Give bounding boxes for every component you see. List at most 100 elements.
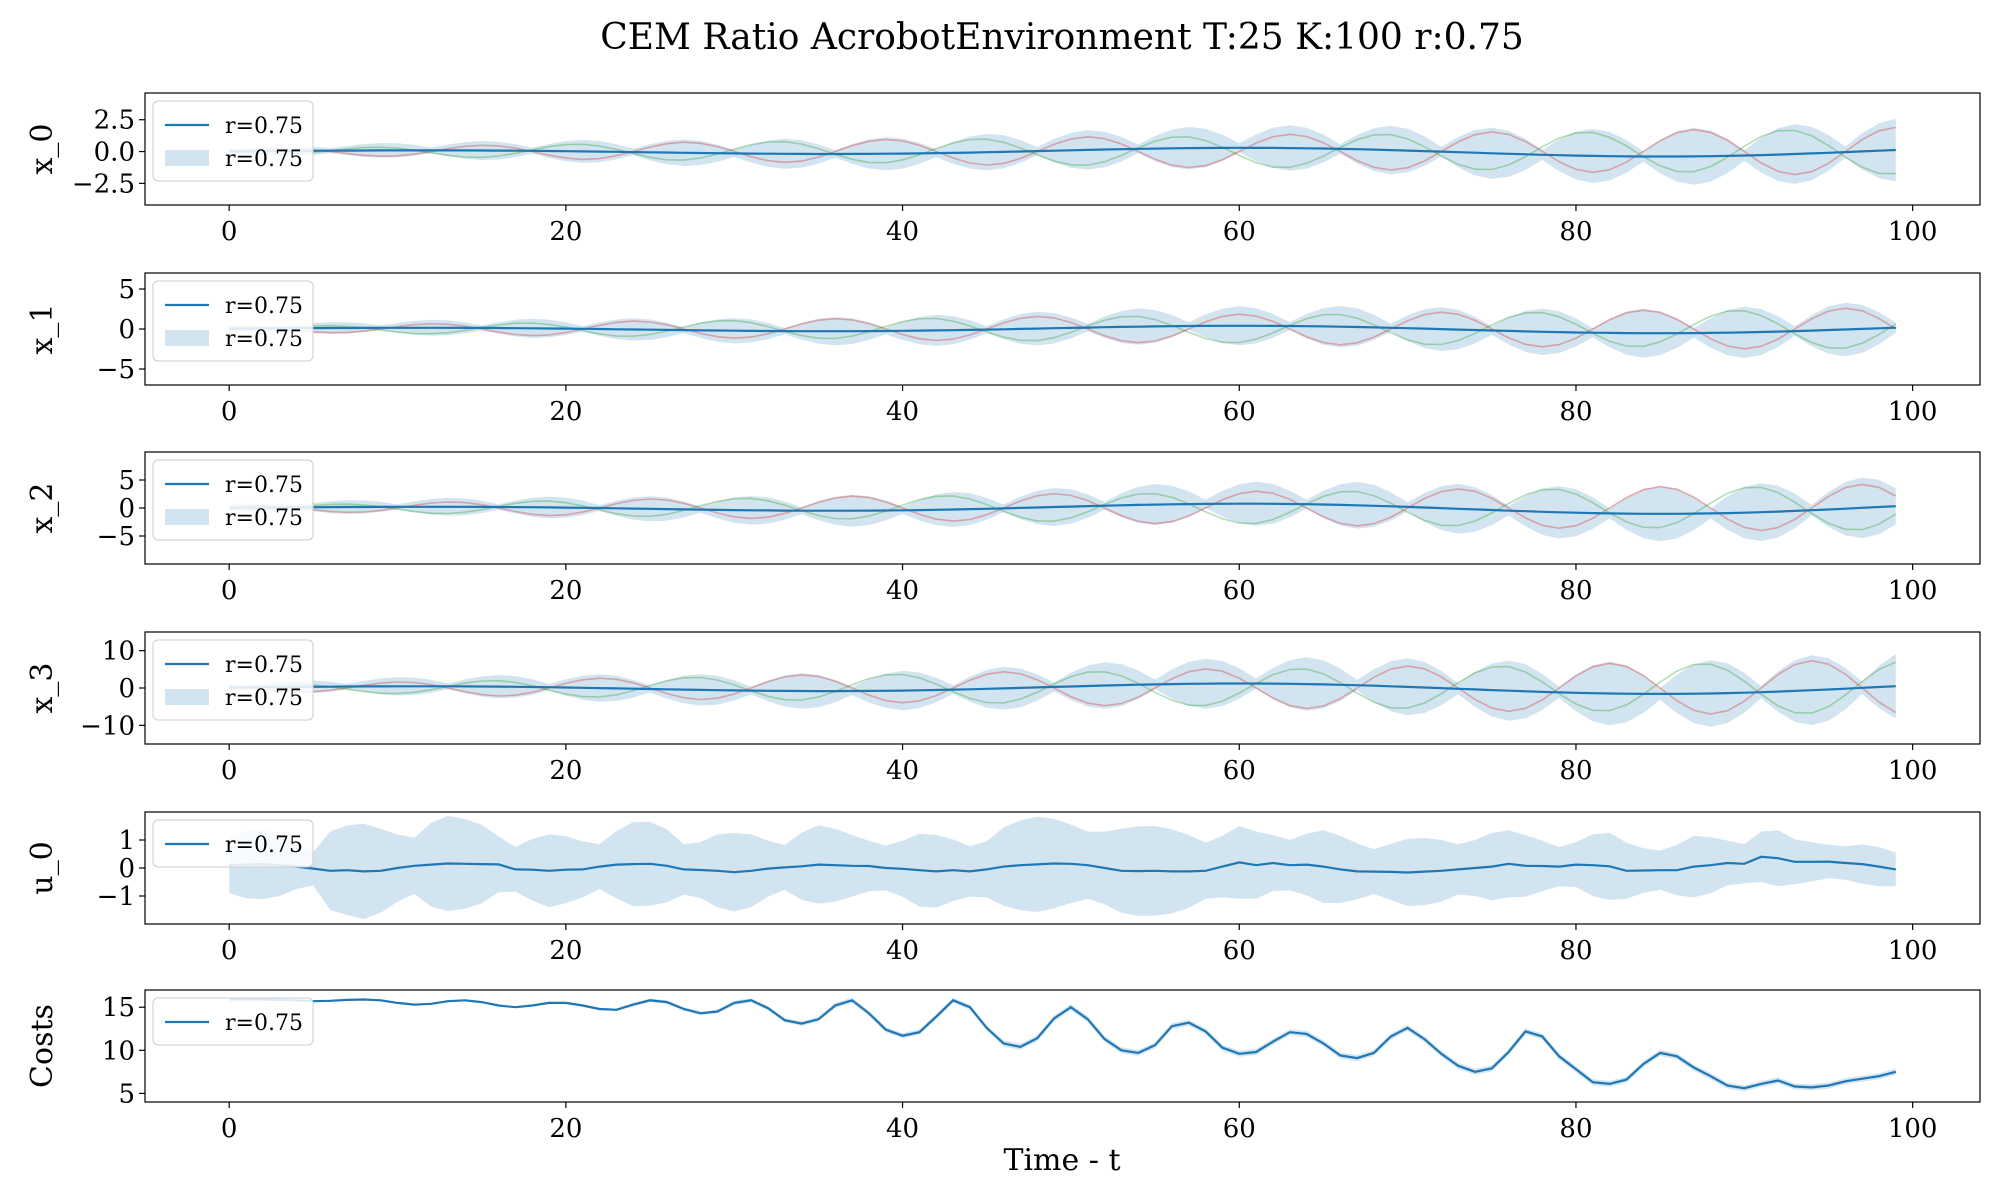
legend: r=0.75 r=0.75 bbox=[152, 280, 314, 362]
legend-box bbox=[152, 100, 314, 182]
x-tick-label: 80 bbox=[1559, 756, 1592, 786]
x-tick-label: 20 bbox=[549, 217, 582, 247]
y-tick-label: 10 bbox=[102, 637, 135, 667]
confidence-band bbox=[229, 302, 1896, 358]
legend-label: r=0.75 bbox=[225, 327, 303, 352]
y-tick-label: 15 bbox=[102, 993, 135, 1023]
sample-trajectory-a bbox=[229, 307, 1897, 350]
axes-frame bbox=[144, 92, 1981, 206]
x-tick-label: 60 bbox=[1223, 217, 1256, 247]
subplot-x_1: 0 20 40 60 80 100 5 0 −5 x_1 r=0.75 r=0.75 bbox=[25, 272, 1981, 427]
y-tick-label: 2.5 bbox=[94, 106, 135, 136]
x-tick-label: 20 bbox=[549, 1114, 582, 1144]
legend: r=0.75 r=0.75 bbox=[152, 459, 314, 541]
legend-label: r=0.75 bbox=[225, 1011, 303, 1036]
x-tick-label: 40 bbox=[886, 756, 919, 786]
sample-trajectory-b bbox=[229, 486, 1897, 531]
x-tick-label: 100 bbox=[1888, 1114, 1938, 1144]
x-tick-label: 0 bbox=[221, 1114, 238, 1144]
y-tick-label: 0 bbox=[118, 494, 135, 524]
x-tick-label: 60 bbox=[1223, 397, 1256, 427]
y-axis-label: u_0 bbox=[25, 841, 60, 894]
confidence-band bbox=[229, 654, 1896, 727]
y-tick-label: −5 bbox=[97, 355, 135, 385]
plot-area bbox=[229, 654, 1897, 727]
x-tick-label: 80 bbox=[1559, 217, 1592, 247]
x-tick-label: 40 bbox=[886, 1114, 919, 1144]
x-tick-label: 40 bbox=[886, 217, 919, 247]
confidence-band bbox=[229, 477, 1896, 542]
mean-series-line bbox=[229, 146, 1896, 158]
axes-frame bbox=[144, 989, 1981, 1103]
confidence-band bbox=[229, 815, 1896, 919]
y-tick-label: 10 bbox=[102, 1036, 135, 1066]
legend-label: r=0.75 bbox=[225, 653, 303, 678]
x-tick-label: 100 bbox=[1888, 397, 1938, 427]
legend: r=0.75 bbox=[152, 997, 314, 1046]
sample-trajectory-b bbox=[229, 129, 1896, 175]
x-tick-label: 0 bbox=[221, 217, 238, 247]
legend-label: r=0.75 bbox=[225, 147, 303, 172]
x-tick-label: 60 bbox=[1223, 936, 1256, 966]
legend: r=0.75 r=0.75 bbox=[152, 100, 314, 182]
y-tick-label: 5 bbox=[118, 466, 135, 496]
legend-label: r=0.75 bbox=[225, 114, 303, 139]
x-tick-label: 20 bbox=[549, 397, 582, 427]
legend-band-swatch bbox=[165, 150, 209, 166]
legend-label: r=0.75 bbox=[225, 686, 303, 711]
x-tick-label: 40 bbox=[886, 576, 919, 606]
legend: r=0.75 bbox=[152, 819, 314, 868]
confidence-band bbox=[229, 118, 1896, 185]
x-tick-label: 0 bbox=[221, 936, 238, 966]
legend-label: r=0.75 bbox=[225, 506, 303, 531]
x-tick-label: 100 bbox=[1888, 217, 1938, 247]
y-tick-label: 0.0 bbox=[94, 138, 135, 168]
legend-band-swatch bbox=[165, 330, 209, 346]
legend-label: r=0.75 bbox=[225, 294, 303, 319]
x-tick-label: 20 bbox=[549, 756, 582, 786]
y-tick-label: 0 bbox=[118, 854, 135, 884]
legend-box bbox=[152, 997, 314, 1046]
legend-band-swatch bbox=[165, 509, 209, 525]
y-axis-label: x_0 bbox=[25, 123, 60, 174]
x-tick-label: 100 bbox=[1888, 576, 1938, 606]
plot-area bbox=[229, 477, 1897, 542]
legend: r=0.75 r=0.75 bbox=[152, 639, 314, 721]
x-tick-label: 20 bbox=[549, 576, 582, 606]
legend-label: r=0.75 bbox=[225, 833, 303, 858]
subplot-costs: 0 20 40 60 80 100 15 10 5 Costs r=0.75 bbox=[25, 989, 1981, 1144]
y-axis-label: x_1 bbox=[25, 303, 60, 354]
x-tick-label: 60 bbox=[1223, 756, 1256, 786]
x-tick-label: 60 bbox=[1223, 1114, 1256, 1144]
x-tick-label: 40 bbox=[886, 397, 919, 427]
y-tick-label: 1 bbox=[118, 826, 135, 856]
x-tick-label: 60 bbox=[1223, 576, 1256, 606]
figure-title: CEM Ratio AcrobotEnvironment T:25 K:100 … bbox=[600, 17, 1524, 58]
subplot-x_0: 0 20 40 60 80 100 2.50.0−2.5 x_0 r=0.75 r=0.75 bbox=[25, 92, 1981, 247]
legend-band-swatch bbox=[165, 689, 209, 705]
y-tick-label: −1 bbox=[97, 882, 135, 912]
x-tick-label: 20 bbox=[549, 936, 582, 966]
sample-trajectory-a bbox=[229, 659, 1897, 715]
x-tick-label: 0 bbox=[221, 397, 238, 427]
y-tick-label: 0 bbox=[118, 674, 135, 704]
x-axis-label: Time - t bbox=[1003, 1143, 1120, 1178]
mean-series-line bbox=[229, 324, 1896, 335]
sample-trajectory-b bbox=[229, 661, 1897, 714]
legend-box bbox=[152, 639, 314, 721]
plot-area bbox=[229, 815, 1896, 919]
y-tick-label: 0 bbox=[118, 315, 135, 345]
plot-area bbox=[229, 302, 1897, 358]
y-tick-label: −5 bbox=[97, 522, 135, 552]
x-tick-label: 100 bbox=[1888, 756, 1938, 786]
legend-box bbox=[152, 459, 314, 541]
x-tick-label: 0 bbox=[221, 576, 238, 606]
y-axis-label: x_2 bbox=[25, 482, 60, 533]
x-tick-label: 0 bbox=[221, 756, 238, 786]
mean-series-line bbox=[229, 682, 1896, 695]
sample-trajectory-a bbox=[229, 483, 1897, 532]
y-tick-label: −2.5 bbox=[72, 169, 135, 199]
mean-series-line bbox=[229, 502, 1896, 515]
